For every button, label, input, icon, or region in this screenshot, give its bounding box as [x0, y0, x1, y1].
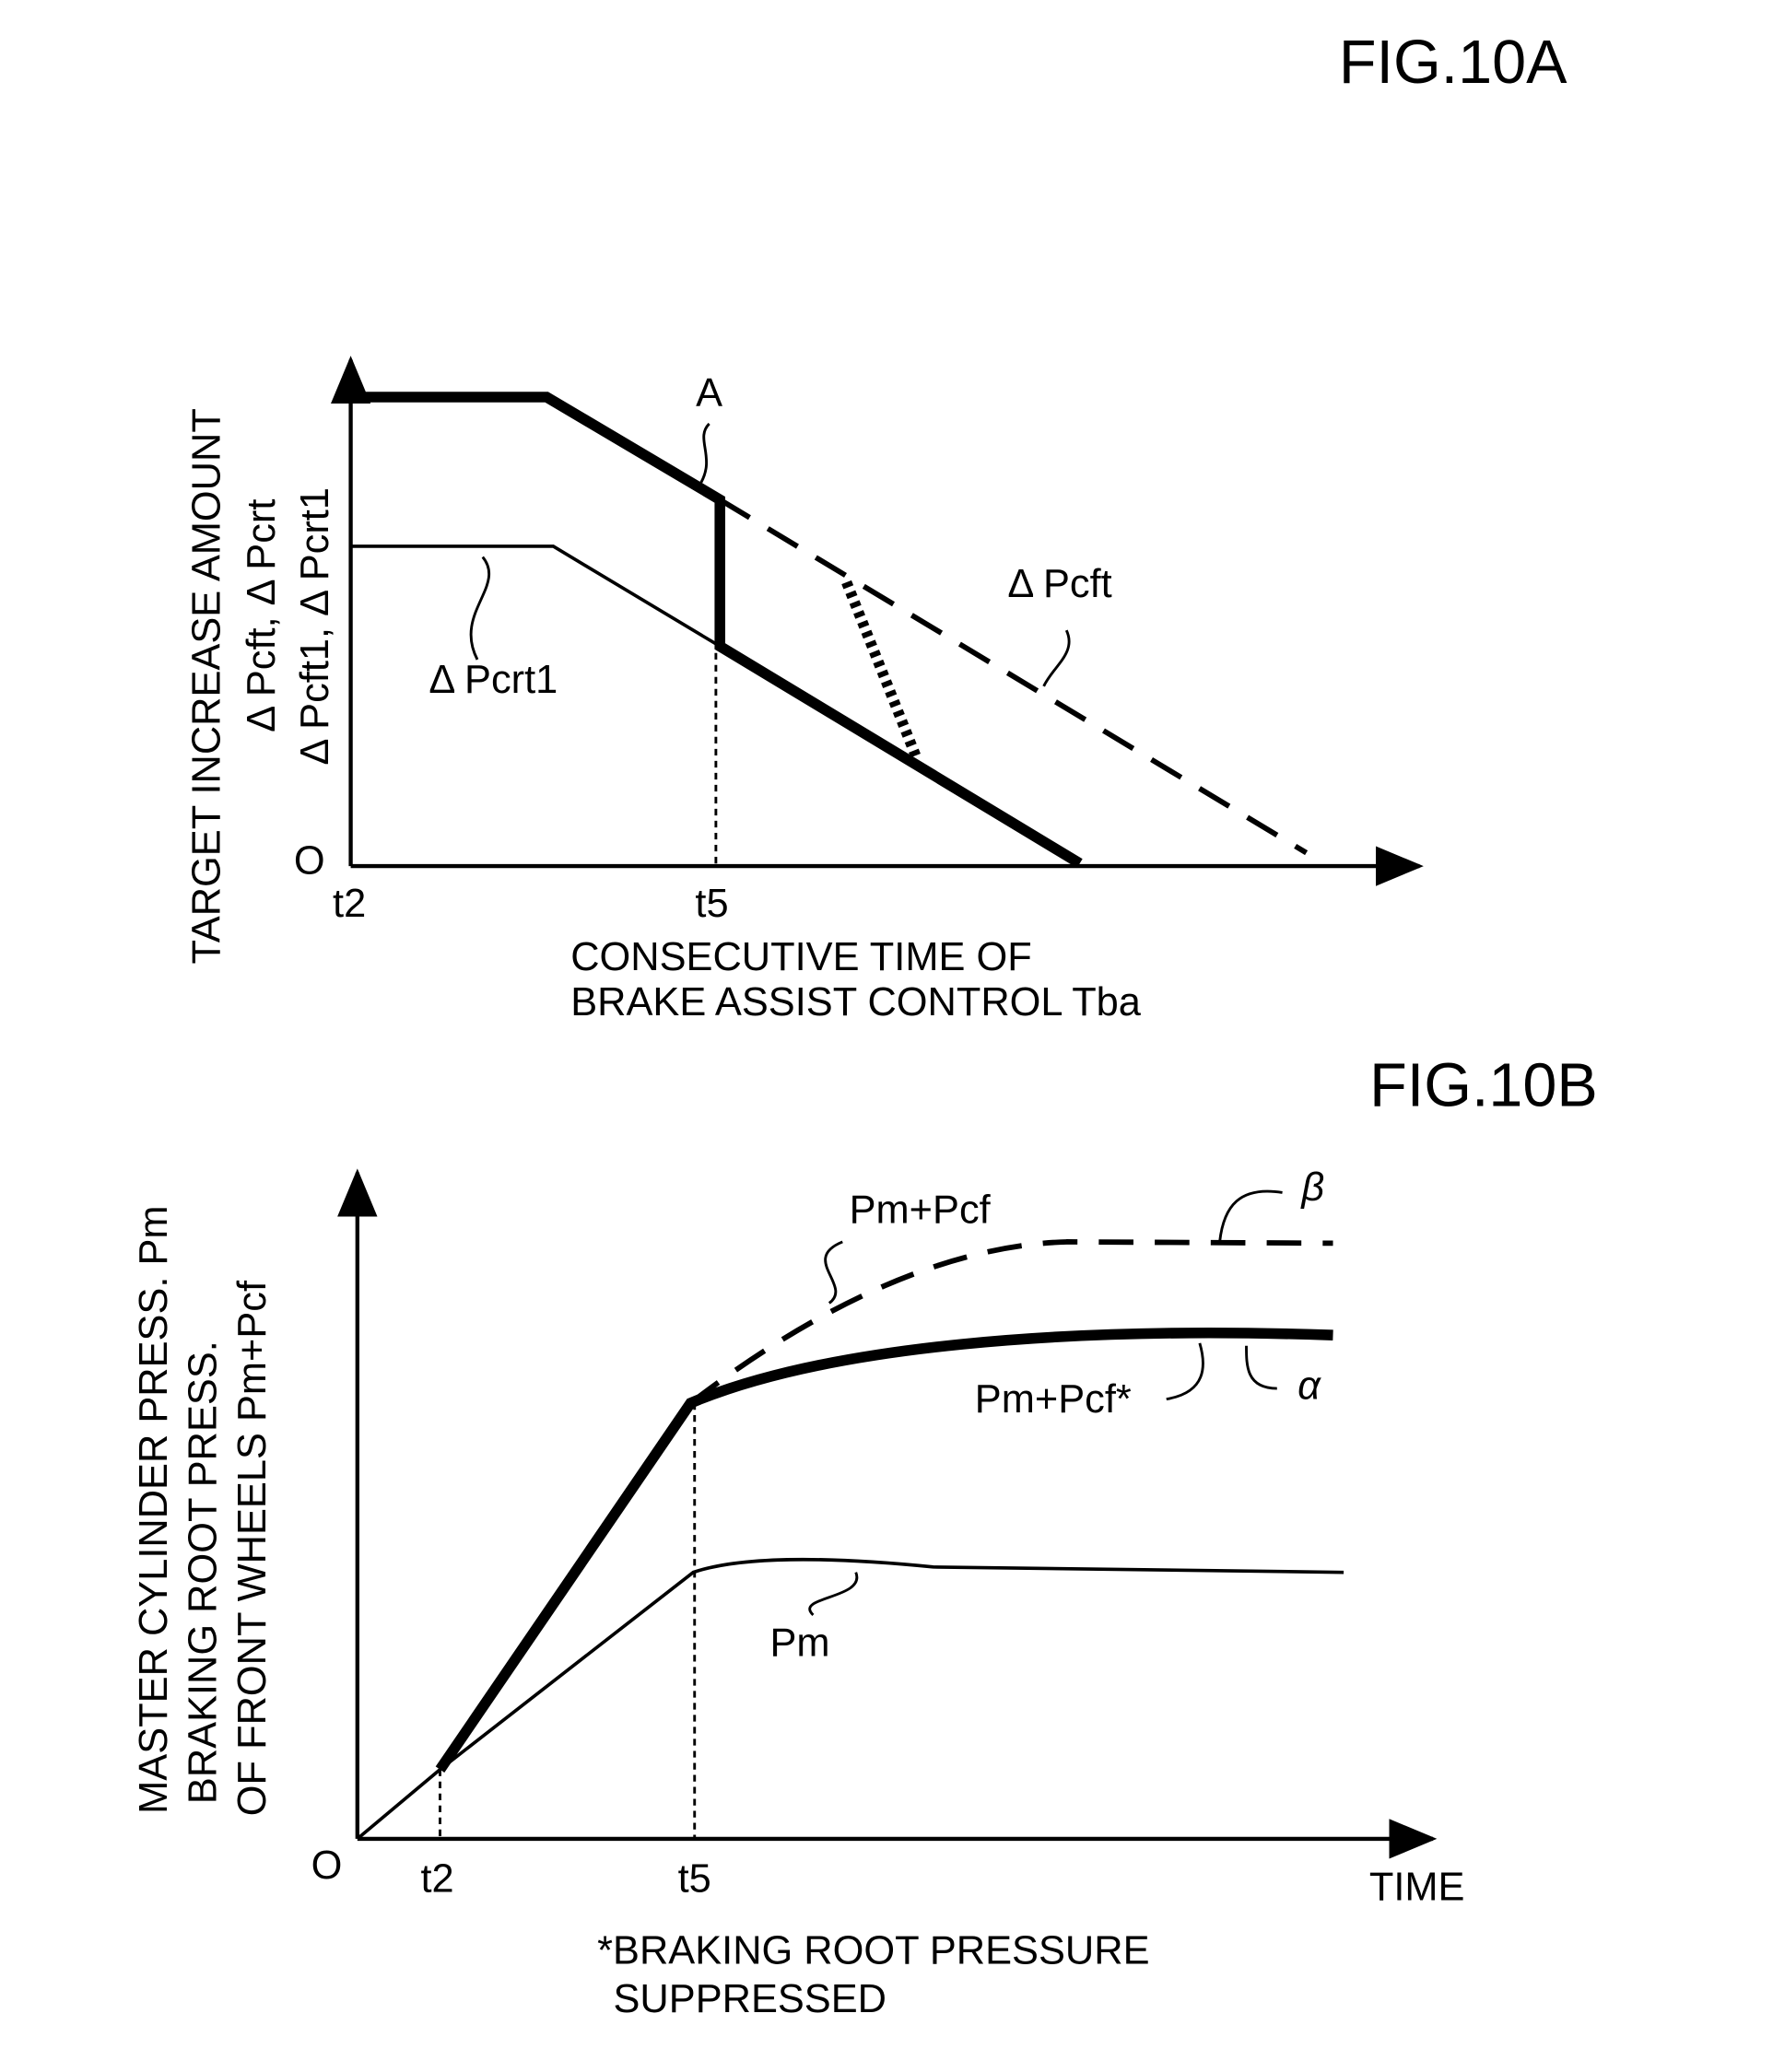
figure-a: FIG.10A A Δ Pcft Δ Pcrt1 O t2 t5 CONSECU… [185, 29, 1568, 1024]
x-tick-label: t2 [333, 882, 366, 926]
x-tick-label: t2 [421, 1857, 454, 1902]
y-axis-label: Δ Pcft1, Δ Pcrt1 [293, 487, 337, 765]
leader [1167, 1343, 1204, 1399]
y-axis-label: OF FRONT WHEELS Pm+Pcf [230, 1280, 275, 1816]
y-axis-label: MASTER CYLINDER PRESS. Pm [132, 1205, 176, 1813]
leader [810, 1573, 857, 1615]
curve-pcrt1 [351, 546, 721, 646]
curve-label: β [1299, 1165, 1324, 1210]
curve-label: Δ Pcrt1 [429, 658, 558, 702]
curve-pm [358, 1560, 1344, 1839]
x-axis-label: CONSECUTIVE TIME OF [570, 935, 1031, 979]
x-axis-label: TIME [1369, 1865, 1465, 1909]
origin-label: O [294, 839, 325, 884]
curve-label: Δ Pcft [1007, 562, 1111, 606]
leader [471, 557, 489, 660]
leader [696, 424, 709, 490]
y-axis-label: TARGET INCREASE AMOUNT [185, 408, 229, 964]
y-axis-label: BRAKING ROOT PRESS. [181, 1340, 225, 1804]
curve-label: Pm+Pcf [850, 1188, 992, 1233]
x-axis-label: BRAKE ASSIST CONTROL Tba [570, 980, 1142, 1024]
figure-title: FIG.10A [1339, 29, 1568, 97]
curve-alpha [440, 1333, 1333, 1770]
leader [1247, 1346, 1277, 1388]
curve-pcft [720, 499, 1306, 852]
leader [826, 1242, 843, 1304]
origin-label: O [311, 1844, 343, 1888]
x-tick-label: t5 [695, 882, 728, 926]
footnote: SUPPRESSED [614, 1977, 887, 2021]
curve-label: A [696, 371, 722, 416]
x-tick-label: t5 [678, 1857, 711, 1902]
curve-label: Pm [769, 1621, 829, 1666]
figure-b: FIG.10B Pm+Pcf β Pm+Pcf* α Pm O t2 t5 TI… [132, 1052, 1598, 2021]
figure-title: FIG.10B [1369, 1052, 1598, 1120]
leader [1220, 1191, 1283, 1242]
curve-label: Pm+Pcf* [975, 1377, 1132, 1422]
curve-a [351, 397, 1080, 863]
y-axis-label: Δ Pcft, Δ Pcrt [240, 499, 284, 732]
curve-label: α [1297, 1364, 1321, 1409]
footnote: *BRAKING ROOT PRESSURE [597, 1929, 1149, 1973]
leader [1044, 630, 1069, 686]
